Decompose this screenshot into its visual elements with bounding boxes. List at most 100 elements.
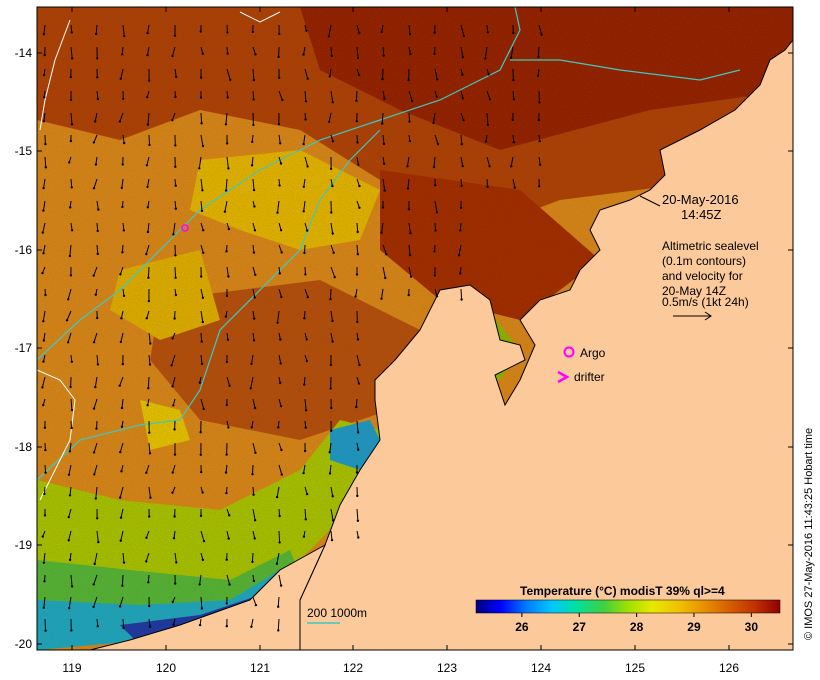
velocity-arrow-head: [538, 101, 541, 104]
velocity-arrow-head: [146, 230, 150, 234]
velocity-arrow-head: [538, 185, 541, 188]
velocity-arrow: [408, 266, 412, 277]
velocity-arrow: [147, 112, 150, 125]
velocity-arrow: [198, 156, 202, 169]
velocity-arrow-head: [67, 539, 70, 542]
velocity-arrow-head: [302, 471, 305, 475]
velocity-arrow-head: [225, 294, 229, 297]
velocity-arrow-head: [172, 233, 175, 236]
velocity-arrow: [200, 398, 205, 410]
velocity-arrow: [200, 530, 205, 542]
velocity-arrow: [252, 442, 256, 453]
velocity-arrow-head: [254, 53, 257, 56]
depth-legend-label: 200 1000m: [307, 606, 367, 620]
velocity-arrow-head: [278, 272, 281, 275]
velocity-arrow: [173, 530, 176, 539]
velocity-arrow: [356, 156, 359, 165]
velocity-arrow-head: [436, 78, 439, 81]
velocity-arrow: [460, 156, 464, 167]
velocity-arrow: [148, 618, 151, 627]
velocity-arrow-head: [253, 229, 257, 232]
velocity-arrow-head: [355, 405, 358, 409]
velocity-arrow-head: [94, 497, 98, 500]
velocity-arrow-head: [118, 605, 122, 608]
velocity-arrow-head: [277, 122, 281, 126]
velocity-arrow: [434, 200, 438, 213]
velocity-arrow-head: [253, 205, 256, 208]
velocity-arrow-head: [329, 363, 333, 367]
velocity-arrow-head: [70, 408, 74, 412]
velocity-arrow: [252, 486, 255, 495]
velocity-arrow: [382, 178, 386, 191]
velocity-arrow: [119, 376, 124, 386]
velocity-arrow-head: [171, 119, 174, 122]
velocity-arrow-head: [461, 97, 464, 100]
velocity-arrow: [145, 244, 150, 255]
velocity-arrow: [303, 134, 306, 145]
lon-tick-label: 120: [156, 661, 176, 675]
velocity-arrow: [93, 398, 98, 409]
velocity-arrow-head: [384, 276, 387, 280]
velocity-arrow-head: [42, 320, 45, 323]
colorbar-tick-label: 27: [573, 620, 587, 634]
velocity-arrow-head: [487, 73, 490, 76]
velocity-arrow: [434, 222, 437, 231]
sealevel-contours: [36, 11, 281, 501]
velocity-arrow: [145, 530, 150, 538]
velocity-arrow-head: [44, 166, 47, 169]
velocity-arrow-head: [331, 340, 334, 343]
velocity-arrow: [252, 332, 255, 341]
velocity-arrow-head: [227, 227, 231, 231]
velocity-arrow: [537, 46, 540, 57]
velocity-arrow: [460, 112, 464, 121]
velocity-arrow: [70, 222, 73, 231]
velocity-arrow-head: [227, 426, 230, 429]
velocity-arrow-head: [333, 275, 336, 279]
velocity-arrow-head: [383, 189, 386, 192]
velocity-arrow-head: [119, 496, 122, 499]
velocity-arrow: [147, 178, 150, 187]
velocity-arrow: [93, 442, 98, 453]
velocity-arrow-head: [201, 320, 204, 324]
velocity-arrow-head: [201, 558, 205, 562]
velocity-arrow-head: [173, 34, 177, 37]
velocity-arrow-head: [41, 535, 44, 538]
velocity-arrow-head: [457, 254, 461, 257]
argo-label: Argo: [580, 346, 606, 360]
velocity-arrow: [330, 288, 332, 300]
velocity-arrow-head: [435, 295, 439, 298]
velocity-arrow-head: [251, 140, 254, 144]
velocity-arrow-head: [171, 54, 174, 58]
velocity-arrow: [69, 486, 72, 496]
velocity-arrow-head: [200, 607, 204, 610]
velocity-arrow-head: [408, 120, 411, 123]
velocity-arrow-head: [277, 55, 280, 59]
velocity-arrow-head: [511, 118, 514, 122]
velocity-arrow: [460, 288, 463, 300]
velocity-arrow-head: [356, 338, 360, 341]
velocity-arrow-head: [381, 77, 384, 81]
velocity-arrow-head: [356, 56, 360, 60]
velocity-arrow-head: [484, 57, 487, 60]
velocity-arrow-head: [69, 385, 72, 389]
velocity-arrow-head: [512, 31, 515, 35]
velocity-arrow: [148, 354, 151, 365]
velocity-arrow-head: [121, 362, 125, 366]
velocity-arrow-head: [512, 78, 515, 82]
velocity-arrow: [355, 398, 358, 408]
velocity-arrow-head: [42, 339, 45, 342]
velocity-arrow-head: [306, 77, 309, 80]
velocity-arrow: [93, 134, 98, 143]
velocity-arrow: [120, 68, 124, 79]
velocity-arrow-head: [202, 251, 205, 254]
velocity-arrow-head: [223, 210, 227, 213]
lon-tick-label: 124: [531, 661, 551, 675]
velocity-arrow: [121, 244, 124, 253]
velocity-arrow-head: [96, 363, 100, 366]
velocity-arrow: [252, 530, 256, 539]
velocity-arrow-head: [148, 363, 152, 366]
velocity-arrow: [408, 24, 411, 35]
velocity-arrow-head: [355, 273, 359, 276]
velocity-arrow: [250, 376, 254, 389]
velocity-arrow-head: [252, 123, 255, 127]
